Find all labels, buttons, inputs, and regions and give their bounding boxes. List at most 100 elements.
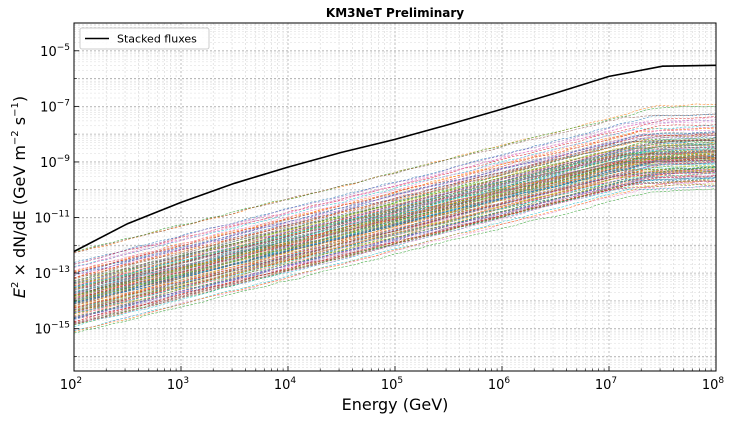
source-flux-line (73, 159, 717, 296)
source-flux-line (73, 148, 717, 300)
source-flux-line (73, 171, 717, 314)
source-flux-line (73, 139, 717, 283)
source-flux-line (73, 169, 717, 318)
source-flux-line (73, 138, 717, 280)
source-flux-line (73, 162, 716, 308)
source-flux-line (73, 132, 717, 282)
source-flux-line (73, 131, 717, 273)
source-flux-line (73, 158, 717, 304)
source-flux-line (73, 150, 717, 295)
x-tick-label: 104 (274, 376, 297, 393)
source-flux-line (73, 168, 717, 308)
source-flux-line (73, 168, 717, 311)
source-flux-line (73, 149, 717, 289)
source-flux-line (73, 151, 717, 294)
source-flux-line (73, 159, 717, 299)
source-flux-line (73, 176, 717, 325)
source-flux-line (73, 135, 717, 276)
source-flux-line (73, 132, 717, 273)
source-flux-line (73, 165, 717, 311)
y-axis-ticks: 10−15 10−13 10−11 10−9 10−7 10−5 (34, 43, 79, 357)
source-flux-line (73, 160, 717, 308)
source-flux-line (73, 154, 717, 302)
source-flux-line (73, 150, 717, 302)
source-flux-line (73, 121, 717, 267)
source-flux-line (73, 141, 717, 288)
y-tick-label: 10−13 (34, 265, 70, 282)
source-flux-line (73, 117, 717, 268)
source-flux-line (73, 156, 717, 302)
y-axis-label: E2 × dN/dE (GeV m−2 s−1) (10, 96, 29, 298)
legend: Stacked fluxes (79, 27, 210, 50)
y-tick-label: 10−11 (34, 210, 70, 227)
source-flux-line (73, 126, 717, 272)
source-flux-line (73, 155, 717, 293)
x-tick-label: 107 (595, 376, 617, 393)
source-flux-line (73, 134, 717, 284)
source-flux-line (73, 156, 717, 296)
source-flux-line (73, 181, 717, 331)
source-flux-line (73, 186, 717, 325)
x-tick-label: 103 (167, 376, 189, 393)
source-flux-line (73, 134, 717, 279)
source-flux-line (73, 146, 717, 290)
source-flux-line (73, 157, 717, 296)
source-flux-line (73, 170, 717, 316)
source-flux-line (73, 179, 717, 325)
source-flux-line (73, 146, 717, 285)
chart-title: KM3NeT Preliminary (326, 6, 464, 20)
stacked-flux-series (73, 64, 717, 253)
source-flux-line (73, 144, 717, 288)
x-tick-label: 108 (702, 376, 725, 393)
source-flux-line (73, 177, 717, 328)
source-flux-line (73, 128, 717, 272)
y-tick-label: 10−5 (40, 43, 70, 60)
y-tick-label: 10−7 (40, 98, 70, 115)
source-flux-line (73, 175, 717, 321)
source-flux-line (73, 157, 717, 305)
source-flux-line (73, 116, 717, 265)
source-curves (73, 103, 717, 334)
source-flux-line (73, 103, 717, 253)
source-flux-line (73, 143, 717, 284)
source-flux-line (73, 154, 717, 297)
source-flux-line (73, 151, 717, 295)
source-flux-line (73, 152, 717, 302)
source-flux-line (73, 173, 717, 314)
source-flux-line (73, 180, 717, 332)
source-flux-line (73, 170, 717, 314)
source-flux-line (73, 119, 717, 265)
source-flux-line (73, 166, 717, 303)
x-axis-label: Energy (GeV) (342, 395, 449, 414)
source-flux-line (73, 113, 717, 253)
source-flux-line (73, 139, 717, 286)
source-flux-line (73, 113, 717, 263)
source-flux-line (73, 150, 717, 289)
source-flux-line (73, 164, 717, 308)
source-flux-line (73, 165, 717, 305)
source-flux-line (73, 151, 717, 293)
source-flux-line (73, 133, 717, 279)
source-flux-line (73, 153, 717, 297)
source-flux-line (73, 169, 717, 317)
y-tick-label: 10−9 (40, 154, 70, 171)
source-flux-line (73, 147, 717, 295)
source-flux-line (73, 130, 717, 274)
source-flux-line (73, 160, 717, 304)
y-tick-label: 10−15 (34, 321, 70, 338)
source-flux-line (73, 129, 717, 271)
x-tick-label: 102 (60, 376, 82, 393)
source-flux-line (73, 167, 717, 318)
source-flux-line (73, 169, 717, 311)
source-flux-line (73, 179, 717, 326)
source-flux-line (73, 188, 717, 334)
legend-box (79, 27, 210, 50)
source-flux-line (73, 137, 717, 276)
source-flux-line (73, 168, 717, 319)
source-flux-line (73, 173, 717, 315)
grid (74, 23, 716, 371)
source-flux-line (73, 139, 717, 281)
source-flux-line (73, 124, 717, 273)
